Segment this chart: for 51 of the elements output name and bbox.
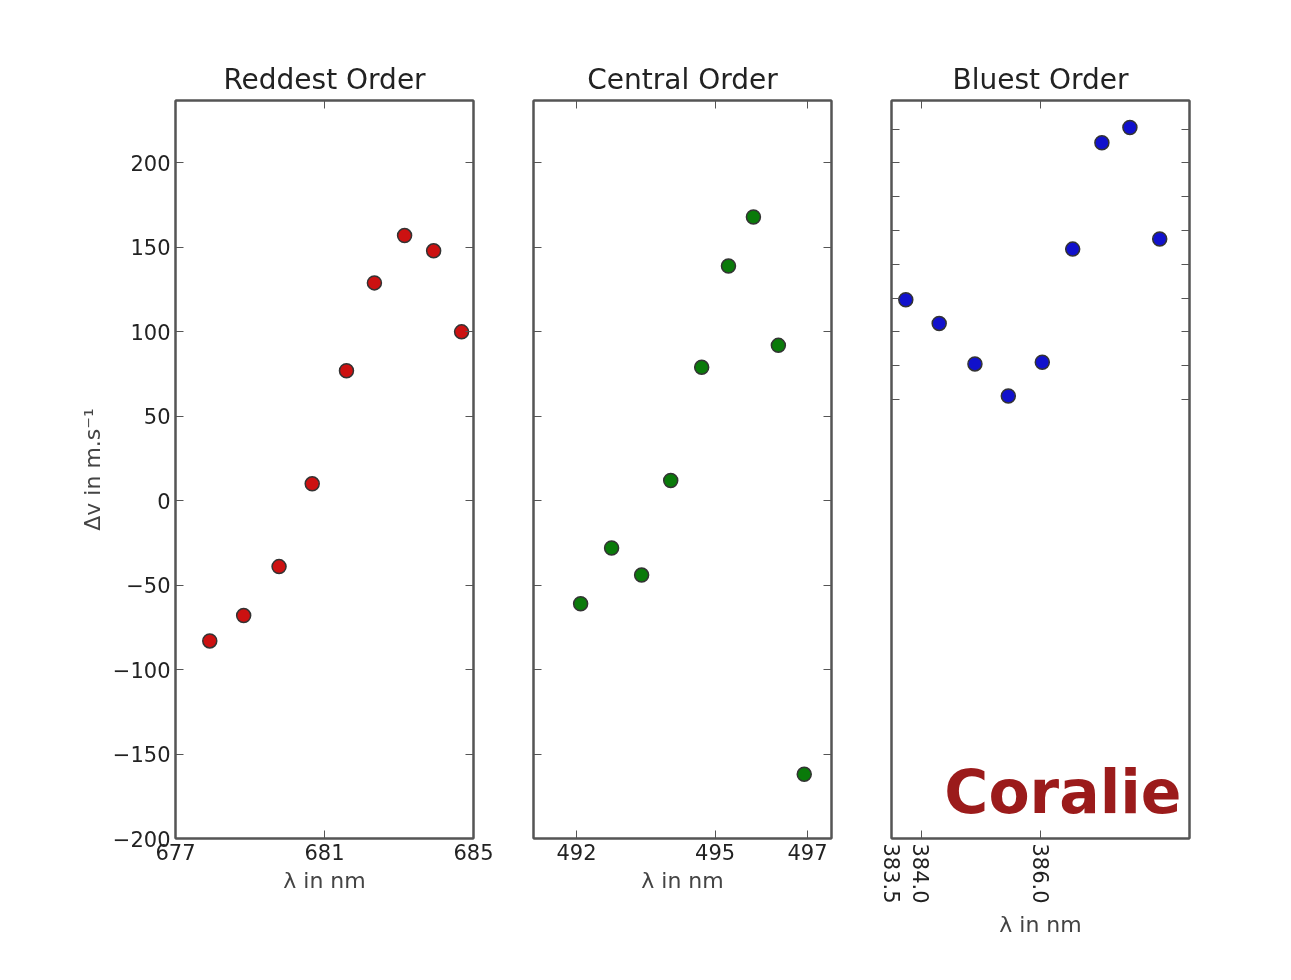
x-tick-label: 384.0 (908, 843, 933, 904)
x-tick-label: 681 (304, 840, 345, 865)
x-axis-title: λ in nm (283, 867, 366, 893)
point (1000, 388, 1017, 404)
point (1151, 231, 1168, 247)
point (366, 275, 383, 291)
y-tick-label: −100 (112, 658, 171, 683)
point (202, 633, 218, 649)
point (898, 292, 914, 308)
y-tick-label: −50 (126, 574, 171, 599)
y-tick-label: 100 (130, 320, 171, 345)
point (338, 362, 355, 379)
x-axis-title: λ in nm (999, 911, 1082, 937)
x-tick-label: 386.0 (1027, 843, 1052, 904)
y-axis-title: Δv in m.s⁻¹ (79, 408, 105, 531)
x-tick-label: 685 (453, 840, 494, 865)
x-axis-title: λ in nm (641, 867, 724, 893)
chart-title: Reddest Order (223, 62, 427, 96)
point (304, 476, 320, 492)
point (603, 540, 620, 556)
point (453, 324, 470, 340)
point (1064, 241, 1081, 257)
x-tick-label: 383.5 (878, 843, 903, 904)
point (796, 766, 812, 783)
point (572, 596, 589, 612)
x-tick-label: 492 (556, 840, 597, 865)
point (745, 209, 762, 225)
y-tick-label: 150 (130, 236, 171, 261)
y-tick-label: 0 (157, 489, 171, 514)
x-tick-label: 497 (787, 840, 828, 865)
point (1122, 119, 1138, 136)
annotation: Coralie (944, 756, 1182, 827)
y-tick-label: 200 (130, 151, 171, 176)
point (662, 472, 679, 489)
point (693, 359, 710, 376)
point (271, 558, 287, 575)
point (425, 243, 442, 259)
y-tick-label: 50 (143, 405, 171, 430)
point (235, 607, 252, 624)
x-tick-label: 495 (695, 840, 736, 865)
point (396, 227, 413, 244)
chart-title: Central Order (587, 62, 779, 96)
point (1034, 354, 1051, 370)
y-tick-label: −150 (112, 743, 171, 768)
point (1094, 134, 1110, 151)
point (770, 337, 787, 354)
chart-title: Bluest Order (952, 62, 1129, 96)
point (720, 258, 737, 274)
point (633, 567, 650, 583)
point (931, 315, 947, 332)
point (967, 356, 983, 372)
